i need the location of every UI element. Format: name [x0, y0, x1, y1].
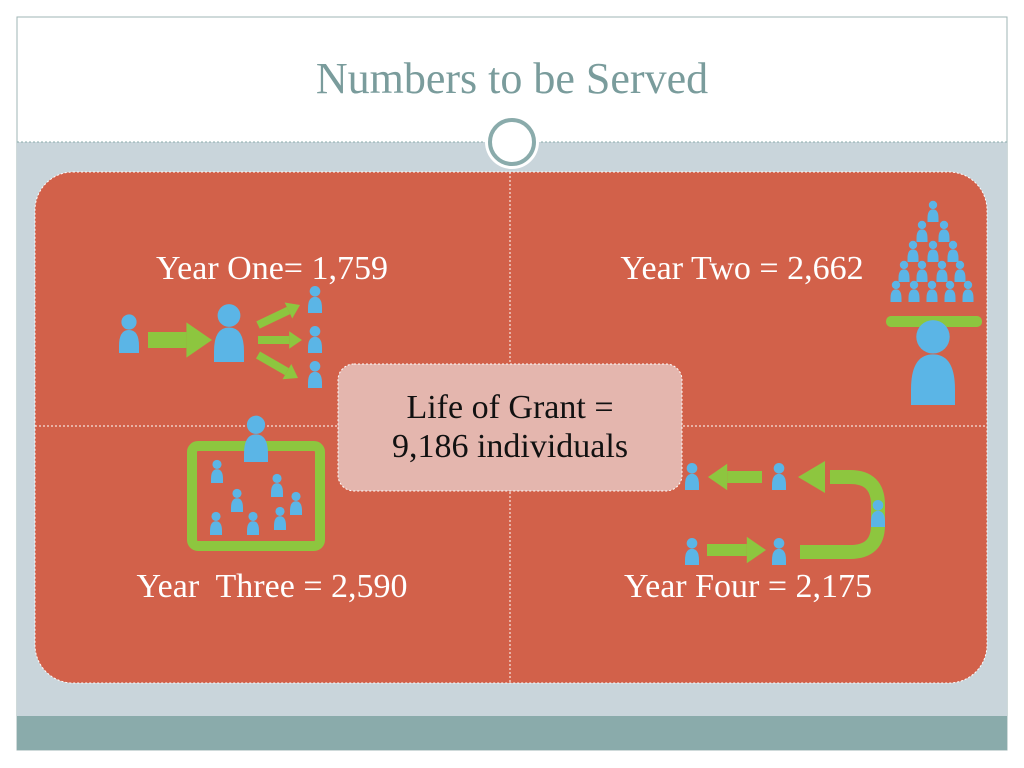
person-head: [121, 314, 137, 330]
person-body: [308, 371, 322, 388]
person-head: [928, 200, 938, 210]
person-body: [927, 249, 939, 262]
person-body: [871, 510, 885, 527]
person-head: [928, 240, 938, 250]
arrow-head: [186, 322, 212, 358]
person-head: [211, 511, 221, 521]
arrow-head: [289, 331, 302, 349]
person-head: [272, 473, 282, 483]
person-head: [275, 506, 285, 516]
person-body: [962, 289, 974, 302]
person-body: [944, 289, 956, 302]
center-text: Life of Grant =: [406, 389, 613, 426]
person-body: [936, 269, 948, 282]
person-body: [308, 336, 322, 353]
person-head: [955, 260, 965, 270]
center-box: [337, 363, 683, 492]
person-head: [232, 488, 242, 498]
person-head: [773, 462, 785, 474]
icons: [119, 200, 982, 565]
person-head: [291, 491, 301, 501]
person-head: [217, 304, 241, 327]
person-body: [954, 269, 966, 282]
person-head: [686, 537, 698, 549]
slide-title: Numbers to be Served: [316, 54, 708, 103]
person-body: [308, 296, 322, 313]
arrow-head: [282, 363, 298, 380]
person-body: [772, 473, 786, 490]
person-head: [916, 320, 950, 354]
person-body: [916, 229, 928, 242]
arrow-head: [284, 302, 300, 319]
person-body: [685, 548, 699, 565]
person-body: [290, 501, 302, 515]
person-head: [927, 280, 937, 290]
person-body: [214, 327, 244, 362]
person-head: [917, 220, 927, 230]
person-head: [939, 220, 949, 230]
person-body: [685, 473, 699, 490]
person-head: [908, 240, 918, 250]
person-head: [212, 459, 222, 469]
person-head: [891, 280, 901, 290]
person-head: [872, 499, 884, 511]
title-ornament-ring: [488, 118, 536, 166]
person-body: [211, 469, 223, 483]
person-body: [898, 269, 910, 282]
person-body: [271, 483, 283, 497]
person-head: [773, 537, 785, 549]
person-body: [907, 249, 919, 262]
person-head: [309, 285, 321, 297]
person-body: [926, 289, 938, 302]
person-body: [911, 354, 955, 405]
person-head: [309, 360, 321, 372]
person-head: [309, 325, 321, 337]
quadrant-label: Year Three = 2,590: [137, 568, 408, 605]
person-body: [916, 269, 928, 282]
arrow-shaft: [256, 351, 289, 376]
person-body: [247, 521, 259, 535]
person-body: [210, 521, 222, 535]
person-body: [119, 330, 139, 353]
arrow-head: [798, 461, 825, 493]
person-body: [890, 289, 902, 302]
arrow-head: [746, 536, 766, 564]
person-head: [948, 240, 958, 250]
person-body: [274, 516, 286, 530]
person-body: [927, 209, 939, 222]
title-ornament: [485, 115, 539, 169]
person-head: [937, 260, 947, 270]
person-head: [246, 415, 266, 434]
person-body: [772, 548, 786, 565]
arrow-shaft: [256, 306, 291, 329]
person-head: [899, 260, 909, 270]
quadrant-label: Year One= 1,759: [156, 250, 388, 287]
person-body: [244, 434, 268, 462]
footer-band: [17, 716, 1007, 750]
center-text: 9,186 individuals: [392, 428, 628, 465]
arrow-head: [708, 463, 728, 491]
quadrant-label: Year Four = 2,175: [624, 568, 872, 605]
person-head: [945, 280, 955, 290]
quadrant-label: Year Two = 2,662: [620, 250, 863, 287]
person-head: [248, 511, 258, 521]
person-head: [909, 280, 919, 290]
person-body: [938, 229, 950, 242]
person-body: [231, 498, 243, 512]
person-head: [686, 462, 698, 474]
person-body: [908, 289, 920, 302]
person-head: [963, 280, 973, 290]
person-body: [947, 249, 959, 262]
person-head: [917, 260, 927, 270]
